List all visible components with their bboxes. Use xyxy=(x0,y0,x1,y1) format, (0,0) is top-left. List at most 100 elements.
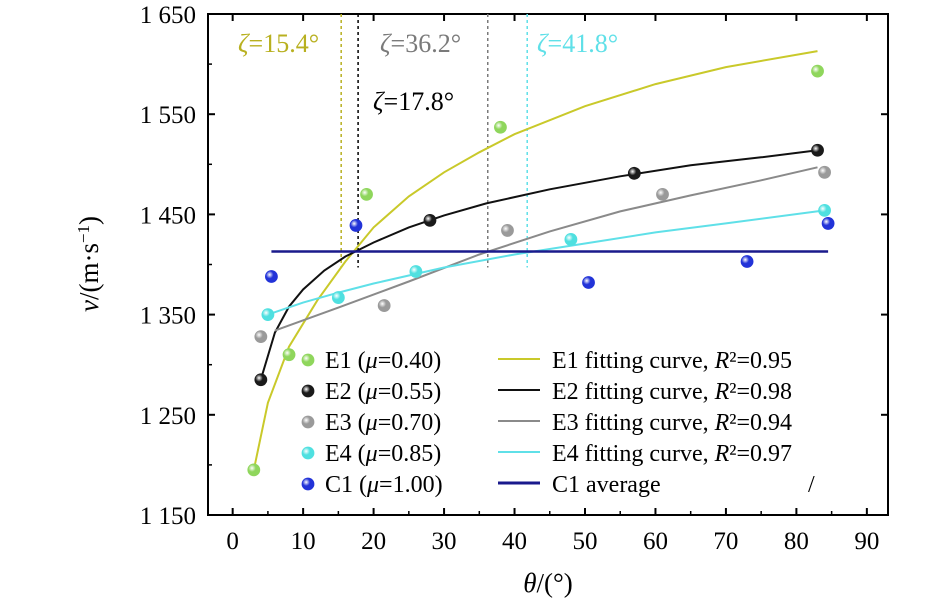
legend-text: ²=0.98 xyxy=(729,379,792,405)
y-axis-title: v/(m·s−1) xyxy=(74,216,104,312)
zeta-symbol: ζ xyxy=(380,29,392,58)
data-point-e3 xyxy=(501,224,514,237)
legend-label-e1: E1 (μ=0.40) xyxy=(325,348,441,374)
x-tick-label: 70 xyxy=(713,528,738,555)
legend-text: ²=0.97 xyxy=(729,441,792,467)
legend-mu: μ xyxy=(365,441,378,467)
legend-r: R xyxy=(714,379,730,405)
legend-text: =0.40) xyxy=(378,348,442,374)
legend-text: =0.55) xyxy=(378,379,442,405)
legend-text: =0.85) xyxy=(378,441,442,467)
legend-fit-label-e3: E3 fitting curve, R²=0.94 xyxy=(552,410,792,436)
data-point-e4 xyxy=(409,265,423,278)
data-point-e2 xyxy=(254,373,268,387)
legend-text: E2 ( xyxy=(325,379,366,405)
zeta-symbol: ζ xyxy=(373,87,385,116)
data-point-c1 xyxy=(740,255,754,268)
y-tick-label: 1 250 xyxy=(140,403,196,430)
fit-curve-e1 xyxy=(252,50,818,471)
fit-curve-e2 xyxy=(259,149,818,380)
data-point-e4 xyxy=(331,291,345,304)
data-point-e2 xyxy=(627,166,641,180)
legend-text: ²=0.95 xyxy=(729,348,792,374)
legend-mu: μ xyxy=(365,348,378,374)
legend-text: E1 fitting curve, xyxy=(552,348,715,374)
legend-mu: μ xyxy=(365,379,378,405)
data-point-e2 xyxy=(811,143,824,157)
legend-text: E4 fitting curve, xyxy=(552,441,715,467)
data-point-c1 xyxy=(821,217,835,230)
legend-fit-label-e4: E4 fitting curve, R²=0.97 xyxy=(552,441,792,467)
legend-extra-mark: / xyxy=(808,472,815,498)
data-point-c1 xyxy=(582,276,595,289)
data-point-e1 xyxy=(360,187,373,201)
zeta-symbol: ζ xyxy=(238,29,250,58)
y-tick-label: 1 550 xyxy=(140,102,196,129)
legend-fit-label-e1: E1 fitting curve, R²=0.95 xyxy=(552,348,792,374)
x-tick-label: 90 xyxy=(854,528,879,555)
legend-text: =0.70) xyxy=(378,410,442,436)
data-point-e1 xyxy=(282,348,296,362)
zeta-label: ζ=17.8° xyxy=(373,87,454,116)
fit-curve-e4 xyxy=(267,209,825,316)
data-point-e4 xyxy=(564,233,578,246)
zeta-value: =15.4° xyxy=(249,29,320,58)
legend-text: ²=0.94 xyxy=(729,410,792,436)
data-point-e1 xyxy=(494,120,507,134)
legend-text: C1 ( xyxy=(325,472,367,498)
x-tick-label: 10 xyxy=(291,528,316,555)
x-tick-label: 80 xyxy=(784,528,809,555)
legend-text: E3 fitting curve, xyxy=(552,410,715,436)
legend-mu: μ xyxy=(366,472,379,498)
legend-r: R xyxy=(714,441,730,467)
data-point-e1 xyxy=(247,463,261,477)
x-tick-label: 0 xyxy=(226,528,239,555)
zeta-label: ζ=41.8° xyxy=(537,29,618,58)
legend-label-c1: C1 (μ=1.00) xyxy=(325,472,443,498)
legend-text: E1 ( xyxy=(325,348,366,374)
x-tick-label: 60 xyxy=(643,528,668,555)
y-tick-label: 1 150 xyxy=(140,503,196,530)
legend-fit-label-e2: E2 fitting curve, R²=0.98 xyxy=(552,379,792,405)
legend-mu: μ xyxy=(365,410,378,436)
x-axis-title: θ/(°) xyxy=(523,568,573,598)
legend-text: =1.00) xyxy=(379,472,443,498)
plot-area-frame xyxy=(207,13,889,516)
fitting-curves xyxy=(252,50,829,471)
data-point-e4 xyxy=(261,308,275,322)
x-tick-label: 30 xyxy=(432,528,457,555)
legend-text: E4 ( xyxy=(325,441,366,467)
legend-label-e2: E2 (μ=0.55) xyxy=(325,379,441,405)
data-point-e4 xyxy=(818,203,831,217)
zeta-annotations: ζ=15.4°ζ=17.8°ζ=36.2° ζ=41.8° xyxy=(238,29,618,116)
legend-r: R xyxy=(714,348,730,374)
legend-label-e3: E3 (μ=0.70) xyxy=(325,410,441,436)
y-tick-label: 1 350 xyxy=(140,303,196,330)
axis-ticks: 0 10 20 30 40 50 60 70 80 90 1 150 1 250 1 350 1 450 1… xyxy=(140,2,888,555)
y-tick-label: 1 650 xyxy=(140,2,196,29)
data-point-e3 xyxy=(254,330,268,344)
legend-marker-e3 xyxy=(301,415,315,429)
data-point-e2 xyxy=(423,214,437,227)
data-point-e3 xyxy=(656,187,669,201)
data-point-c1 xyxy=(349,219,363,232)
x-tick-label: 40 xyxy=(502,528,527,555)
data-points xyxy=(247,64,835,477)
legend-text: E2 fitting curve, xyxy=(552,379,715,405)
data-point-e3 xyxy=(377,299,391,312)
data-point-e1 xyxy=(811,64,824,78)
zeta-label: ζ=36.2° xyxy=(380,29,461,58)
x-tick-label: 50 xyxy=(572,528,597,555)
fit-curve-e3 xyxy=(274,166,818,332)
legend-r: R xyxy=(714,410,730,436)
legend-marker-e4 xyxy=(301,446,315,460)
legend-label-e4: E4 (μ=0.85) xyxy=(325,441,441,467)
legend-marker-e1 xyxy=(301,353,315,367)
data-point-c1 xyxy=(265,270,278,283)
zeta-value: =17.8° xyxy=(384,87,455,116)
y-tick-label: 1 450 xyxy=(140,202,196,229)
zeta-value: =41.8° xyxy=(548,29,619,58)
legend-fit-label-c1: C1 average xyxy=(552,472,661,498)
